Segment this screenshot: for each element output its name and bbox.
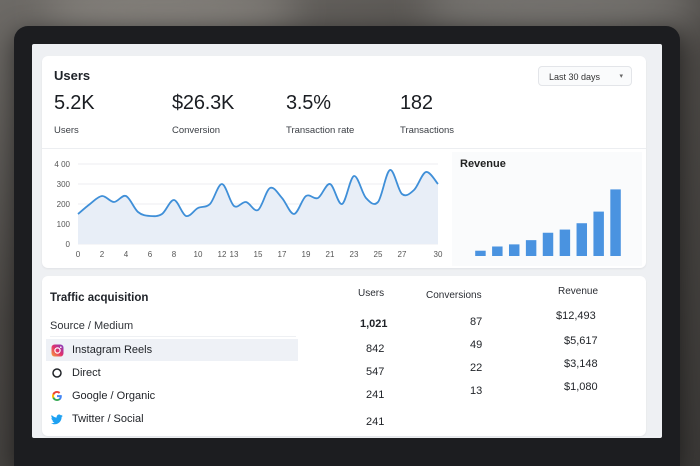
x-tick-label: 2 bbox=[100, 250, 105, 259]
traffic-acquisition-card: Traffic acquisition Users Conversions Re… bbox=[42, 276, 646, 436]
kpi-conversion: $26.3K Conversion bbox=[172, 92, 234, 136]
table-row[interactable]: Twitter / Social 241 bbox=[42, 408, 646, 430]
x-tick-label: 17 bbox=[278, 250, 287, 259]
kpi-users: 5.2K Users bbox=[54, 92, 95, 136]
users-value: 241 bbox=[366, 389, 385, 401]
x-tick-label: 21 bbox=[326, 250, 335, 259]
users-line-chart: 4 00 300 200 100 0 0 2 4 6 8 10 12 13 15 17 19 21 23 25 27 3… bbox=[42, 152, 446, 266]
date-range-label: Last 30 days bbox=[549, 72, 601, 82]
kpi-transactions: 182 Transactions bbox=[400, 92, 454, 136]
x-tick-label: 10 bbox=[194, 250, 203, 259]
traffic-title: Traffic acquisition bbox=[50, 292, 149, 304]
total-users: 1,021 bbox=[360, 318, 388, 330]
revenue-value: $1,080 bbox=[564, 381, 598, 393]
table-row[interactable]: Direct 547 22 $3,148 bbox=[42, 358, 646, 384]
column-header-revenue[interactable]: Revenue bbox=[558, 286, 599, 297]
x-tick-label: 6 bbox=[148, 250, 153, 259]
table-row[interactable]: Google / Organic 241 13 $1,080 bbox=[42, 381, 646, 407]
kpi-value: 5.2K bbox=[54, 92, 95, 114]
users-card: Users Last 30 days ▾ 5.2K Users $26.3K C… bbox=[42, 56, 646, 268]
revenue-bar bbox=[542, 232, 554, 256]
conversions-value: 13 bbox=[470, 385, 483, 397]
instagram-icon bbox=[50, 343, 64, 357]
kpi-value: 182 bbox=[400, 92, 433, 114]
twitter-icon bbox=[50, 412, 64, 426]
kpi-label: Transactions bbox=[400, 125, 455, 136]
x-tick-label: 8 bbox=[172, 250, 177, 259]
y-tick-label: 100 bbox=[57, 220, 71, 229]
row-divider bbox=[50, 336, 296, 337]
users-area-fill bbox=[78, 169, 438, 244]
x-tick-label: 0 bbox=[76, 250, 81, 259]
y-tick-label: 300 bbox=[57, 180, 71, 189]
users-card-title: Users bbox=[54, 68, 91, 83]
source-cell: Twitter / Social bbox=[46, 408, 298, 430]
x-tick-label: 23 bbox=[350, 250, 359, 259]
x-tick-label: 15 bbox=[254, 250, 263, 259]
y-tick-label: 200 bbox=[57, 200, 71, 209]
revenue-bar bbox=[508, 244, 520, 256]
source-name: Instagram Reels bbox=[72, 344, 153, 356]
revenue-value: $3,148 bbox=[564, 358, 598, 370]
x-tick-label: 27 bbox=[398, 250, 407, 259]
revenue-bar bbox=[610, 189, 621, 256]
revenue-title: Revenue bbox=[460, 158, 506, 170]
total-conversions: 87 bbox=[470, 316, 483, 328]
kpi-label: Users bbox=[54, 125, 79, 136]
x-tick-label: 30 bbox=[434, 250, 443, 259]
x-tick-label: 4 bbox=[124, 250, 129, 259]
x-tick-label: 13 bbox=[230, 250, 239, 259]
revenue-chart: Revenue bbox=[452, 152, 642, 266]
users-value: 547 bbox=[366, 366, 385, 378]
source-cell: Instagram Reels bbox=[46, 339, 298, 361]
revenue-bar bbox=[559, 229, 571, 256]
source-name: Google / Organic bbox=[72, 390, 156, 402]
revenue-bar bbox=[475, 250, 486, 256]
source-cell: Direct bbox=[46, 362, 298, 384]
column-header-conversions[interactable]: Conversions bbox=[426, 290, 482, 301]
users-value: 241 bbox=[366, 416, 385, 428]
revenue-bar bbox=[593, 211, 604, 256]
source-name: Direct bbox=[72, 367, 101, 379]
source-name: Twitter / Social bbox=[72, 413, 144, 425]
source-medium-header: Source / Medium bbox=[50, 320, 134, 332]
chevron-down-icon: ▾ bbox=[619, 73, 623, 80]
kpi-label: Transaction rate bbox=[286, 125, 355, 136]
table-row[interactable]: Instagram Reels 842 49 $5,617 bbox=[42, 335, 646, 361]
revenue-bar bbox=[492, 246, 503, 256]
kpi-transaction-rate: 3.5% Transaction rate bbox=[286, 92, 354, 136]
revenue-bar bbox=[576, 223, 588, 256]
date-range-select[interactable]: Last 30 days ▾ bbox=[538, 66, 632, 86]
kpi-value: $26.3K bbox=[172, 92, 235, 114]
users-line-chart-svg: 4 00 300 200 100 00 2 4 6 8 10 12 13 15 17 19 21 23 25 27 3… bbox=[54, 160, 443, 259]
divider bbox=[42, 148, 646, 149]
conversions-value: 22 bbox=[470, 362, 483, 374]
users-value: 842 bbox=[366, 343, 385, 355]
y-tick-label: 0 bbox=[66, 240, 71, 249]
kpi-value: 3.5% bbox=[286, 92, 331, 114]
y-tick-label: 4 00 bbox=[54, 160, 70, 169]
revenue-value: $5,617 bbox=[564, 335, 598, 347]
conversions-value: 49 bbox=[470, 339, 483, 351]
total-revenue: $12,493 bbox=[556, 310, 596, 322]
column-header-users[interactable]: Users bbox=[358, 288, 385, 299]
revenue-bar bbox=[525, 240, 537, 256]
x-tick-label: 25 bbox=[374, 250, 383, 259]
dashboard-screen: Users Last 30 days ▾ 5.2K Users $26.3K C… bbox=[32, 44, 662, 438]
users-series-line bbox=[77, 169, 439, 218]
kpi-label: Conversion bbox=[172, 125, 221, 136]
google-icon bbox=[50, 389, 64, 403]
x-tick-label: 19 bbox=[302, 250, 311, 259]
circle-icon bbox=[50, 366, 64, 380]
revenue-bar-chart-svg bbox=[475, 189, 621, 256]
x-tick-label: 12 bbox=[218, 250, 227, 259]
source-cell: Google / Organic bbox=[46, 385, 298, 407]
